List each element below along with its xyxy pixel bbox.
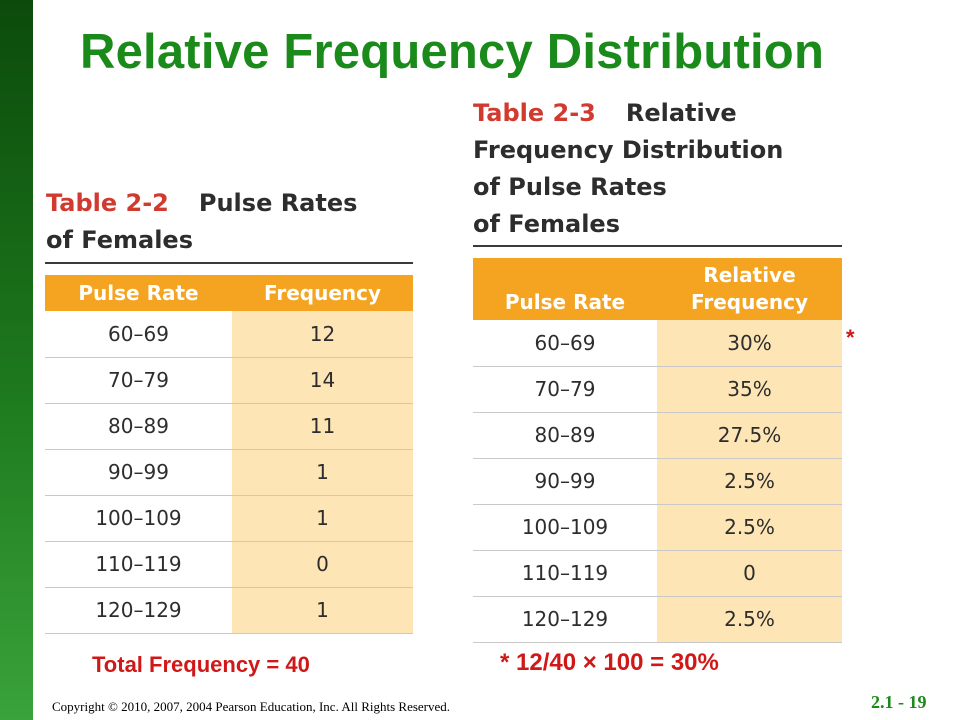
pulse-rate-cell: 90–99 xyxy=(473,458,657,505)
column-header-frequency: Frequency xyxy=(232,275,413,311)
table-2-2-rule xyxy=(45,262,413,264)
pulse-rate-cell: 60–69 xyxy=(45,311,232,358)
pulse-rate-cell: 120–129 xyxy=(473,596,657,643)
pulse-rate-cell: 80–89 xyxy=(45,403,232,450)
table-row: 80–89 11 xyxy=(45,403,413,450)
frequency-cell: 14 xyxy=(232,357,413,404)
green-side-bar xyxy=(0,0,33,720)
relative-frequency-cell: 2.5% xyxy=(657,458,842,505)
relative-frequency-cell: 27.5% xyxy=(657,412,842,459)
column-header-pulse-rate: Pulse Rate xyxy=(473,258,657,320)
table-2-2-title-line1: Pulse Rates xyxy=(198,189,358,217)
frequency-cell: 1 xyxy=(232,495,413,542)
relative-frequency-cell: 2.5% xyxy=(657,596,842,643)
table-row: 60–69 30% xyxy=(473,320,842,367)
table-row: 100–109 2.5% xyxy=(473,504,842,551)
pulse-rate-cell: 60–69 xyxy=(473,320,657,367)
table-2-3-number: Table 2-3 xyxy=(473,99,596,127)
table-2-3-caption: Table 2-3 Relative Frequency Distribution… xyxy=(473,95,783,243)
total-frequency-note: Total Frequency = 40 xyxy=(92,652,310,677)
pulse-rate-cell: 110–119 xyxy=(473,550,657,597)
relative-frequency-cell: 30% xyxy=(657,320,842,367)
table-row: 100–109 1 xyxy=(45,495,413,542)
table-row: 110–119 0 xyxy=(473,550,842,597)
table-2-3-title-line2: Frequency Distribution xyxy=(473,136,784,164)
frequency-cell: 12 xyxy=(232,311,413,358)
table-2-2-caption: Table 2-2 Pulse Rates of Females xyxy=(46,185,357,259)
frequency-cell: 1 xyxy=(232,587,413,634)
table-2-3-rule xyxy=(473,245,842,247)
relative-frequency-cell: 35% xyxy=(657,366,842,413)
slide-title: Relative Frequency Distribution xyxy=(80,25,825,79)
table-row: 60–69 12 xyxy=(45,311,413,358)
pulse-rate-cell: 120–129 xyxy=(45,587,232,634)
frequency-cell: 11 xyxy=(232,403,413,450)
pulse-rate-cell: 100–109 xyxy=(473,504,657,551)
relative-frequency-cell: 0 xyxy=(657,550,842,597)
table-header-row: Pulse Rate Relative Frequency xyxy=(473,258,842,320)
table-2-3: Pulse Rate Relative Frequency 60–69 30% 70… xyxy=(473,258,842,643)
table-2-3-title-line4: of Females xyxy=(473,210,620,238)
table-2-3-title-line1: Relative xyxy=(625,99,737,127)
table-row: 70–79 14 xyxy=(45,357,413,404)
pulse-rate-cell: 70–79 xyxy=(45,357,232,404)
copyright-footer: Copyright © 2010, 2007, 2004 Pearson Edu… xyxy=(52,699,451,714)
header-line-frequency: Frequency xyxy=(690,290,809,314)
column-header-relative-frequency: Relative Frequency xyxy=(657,258,842,320)
table-row: 70–79 35% xyxy=(473,366,842,413)
table-row: 80–89 27.5% xyxy=(473,412,842,459)
table-row: 90–99 2.5% xyxy=(473,458,842,505)
column-header-pulse-rate: Pulse Rate xyxy=(45,275,232,311)
table-2-2-number: Table 2-2 xyxy=(46,189,169,217)
calculation-note: * 12/40 × 100 = 30% xyxy=(500,649,719,676)
table-header-row: Pulse Rate Frequency xyxy=(45,275,413,311)
table-2-3-title-line3: of Pulse Rates xyxy=(473,173,667,201)
table-2-2: Pulse Rate Frequency 60–69 12 70–79 14 80–… xyxy=(45,275,413,634)
pulse-rate-cell: 70–79 xyxy=(473,366,657,413)
pulse-rate-cell: 110–119 xyxy=(45,541,232,588)
table-row: 90–99 1 xyxy=(45,449,413,496)
table-row: 120–129 2.5% xyxy=(473,596,842,643)
frequency-cell: 0 xyxy=(232,541,413,588)
pulse-rate-cell: 90–99 xyxy=(45,449,232,496)
pulse-rate-cell: 100–109 xyxy=(45,495,232,542)
pulse-rate-cell: 80–89 xyxy=(473,412,657,459)
table-2-2-title-line2: of Females xyxy=(46,226,193,254)
relative-frequency-cell: 2.5% xyxy=(657,504,842,551)
frequency-cell: 1 xyxy=(232,449,413,496)
slide-number: 2.1 - 19 xyxy=(871,692,927,712)
table-row: 110–119 0 xyxy=(45,541,413,588)
table-row: 120–129 1 xyxy=(45,587,413,634)
asterisk-marker: * xyxy=(846,325,855,350)
header-line-relative: Relative xyxy=(703,263,796,287)
